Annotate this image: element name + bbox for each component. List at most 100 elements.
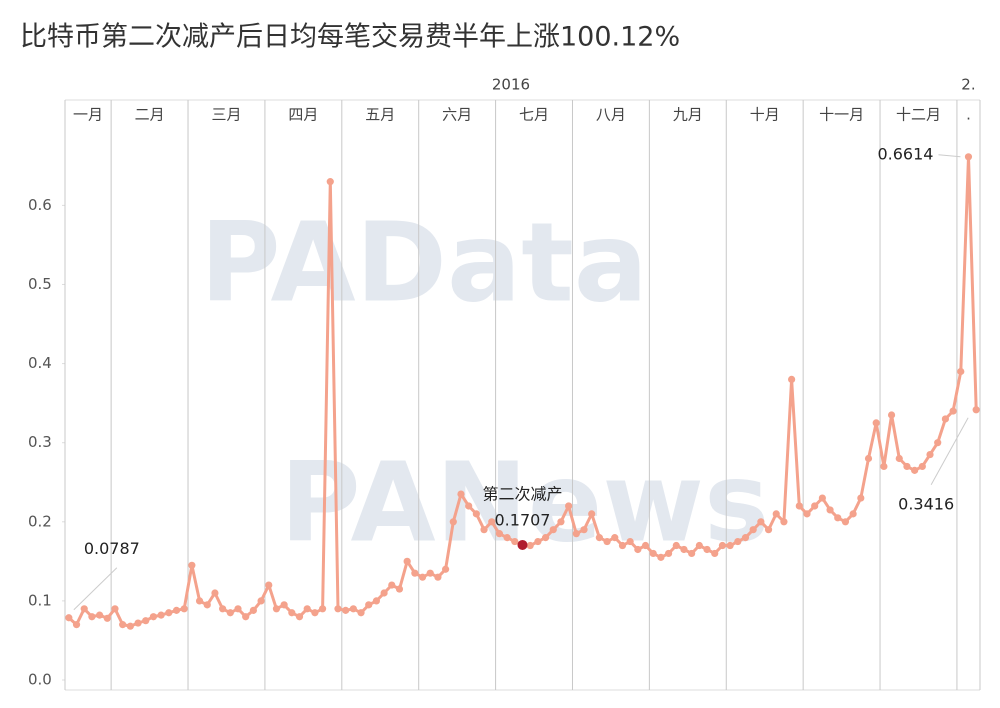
data-point bbox=[226, 609, 234, 617]
leader-line bbox=[930, 417, 969, 486]
data-point bbox=[495, 530, 504, 538]
data-point bbox=[449, 518, 457, 526]
data-point bbox=[911, 466, 919, 474]
data-point bbox=[426, 569, 434, 577]
data-point bbox=[849, 510, 857, 518]
chart-title: 比特币第二次减产后日均每笔交易费半年上涨100.12% bbox=[20, 22, 680, 53]
data-point bbox=[949, 407, 957, 415]
data-point bbox=[703, 545, 711, 554]
data-point bbox=[657, 553, 665, 561]
data-point bbox=[641, 541, 650, 550]
data-point bbox=[434, 573, 442, 581]
data-point bbox=[557, 518, 565, 526]
data-point bbox=[926, 450, 934, 459]
data-point bbox=[864, 454, 873, 463]
month-label: 三月 bbox=[211, 106, 241, 124]
data-point bbox=[541, 534, 550, 542]
data-point bbox=[96, 611, 104, 619]
data-point bbox=[826, 506, 834, 514]
data-point bbox=[272, 605, 281, 613]
data-point bbox=[526, 541, 534, 550]
data-point bbox=[964, 153, 973, 161]
data-point bbox=[357, 609, 365, 617]
data-point bbox=[580, 526, 588, 534]
data-point bbox=[534, 537, 542, 546]
y-tick-label: 0.6 bbox=[28, 196, 52, 214]
annotation: 第二次减产 bbox=[482, 484, 562, 503]
data-point bbox=[595, 534, 603, 542]
data-point bbox=[334, 605, 342, 613]
data-point bbox=[741, 534, 750, 542]
data-point bbox=[572, 530, 580, 538]
month-label: 二月 bbox=[135, 106, 165, 124]
data-point bbox=[788, 375, 796, 384]
data-point bbox=[957, 367, 965, 376]
data-point bbox=[80, 605, 88, 613]
data-point bbox=[880, 462, 888, 471]
data-point bbox=[626, 537, 634, 546]
data-point bbox=[188, 561, 196, 569]
data-point bbox=[149, 613, 158, 621]
month-label: 五月 bbox=[365, 106, 395, 124]
data-point bbox=[634, 545, 642, 554]
data-point bbox=[134, 619, 142, 627]
data-point bbox=[172, 606, 181, 614]
data-point bbox=[242, 613, 250, 621]
data-point bbox=[303, 605, 311, 613]
data-point bbox=[480, 526, 488, 534]
data-point bbox=[280, 601, 288, 609]
data-point bbox=[318, 605, 327, 613]
data-point bbox=[834, 514, 842, 522]
y-tick-label: 0.5 bbox=[28, 275, 52, 293]
data-point bbox=[65, 614, 73, 622]
y-tick-label: 0.3 bbox=[28, 433, 52, 451]
month-label: 一月 bbox=[73, 106, 103, 124]
y-tick-label: 0.4 bbox=[28, 354, 52, 372]
data-point bbox=[442, 565, 450, 573]
data-point bbox=[757, 518, 765, 526]
data-point bbox=[772, 510, 780, 518]
data-point bbox=[749, 526, 757, 534]
data-point bbox=[72, 621, 81, 629]
data-point bbox=[411, 569, 419, 577]
data-point bbox=[857, 494, 865, 502]
data-point bbox=[311, 609, 319, 617]
data-point bbox=[349, 605, 357, 613]
value-label: 0.1707 bbox=[495, 510, 551, 529]
data-point bbox=[288, 609, 296, 617]
month-label: 六月 bbox=[442, 106, 472, 124]
data-point bbox=[157, 611, 165, 619]
data-point bbox=[111, 605, 119, 613]
year-label: 2016 bbox=[492, 76, 530, 94]
data-point bbox=[511, 537, 519, 546]
data-point bbox=[818, 494, 826, 502]
value-label: 0.0787 bbox=[84, 539, 140, 558]
data-point bbox=[565, 502, 573, 510]
data-point bbox=[688, 549, 696, 558]
data-point bbox=[764, 526, 773, 534]
data-point bbox=[472, 510, 480, 518]
month-label: 九月 bbox=[673, 106, 703, 124]
leader-line bbox=[73, 567, 118, 611]
data-point bbox=[887, 411, 896, 419]
data-point bbox=[811, 502, 819, 510]
data-point bbox=[372, 597, 381, 605]
data-point bbox=[365, 601, 373, 609]
data-point bbox=[257, 597, 265, 605]
month-label: 七月 bbox=[519, 106, 549, 124]
data-point bbox=[203, 601, 211, 609]
data-point bbox=[895, 454, 903, 463]
year-label: 2. bbox=[961, 76, 975, 94]
data-point bbox=[395, 585, 404, 593]
data-point bbox=[680, 545, 688, 554]
data-point bbox=[249, 606, 257, 614]
data-point bbox=[211, 589, 219, 597]
data-point bbox=[219, 605, 227, 613]
data-point bbox=[903, 462, 911, 471]
y-tick-label: 0.0 bbox=[28, 671, 52, 689]
y-tick-label: 0.1 bbox=[28, 591, 52, 609]
value-label: 0.6614 bbox=[877, 144, 933, 163]
data-point bbox=[803, 510, 811, 518]
data-point bbox=[588, 510, 596, 518]
